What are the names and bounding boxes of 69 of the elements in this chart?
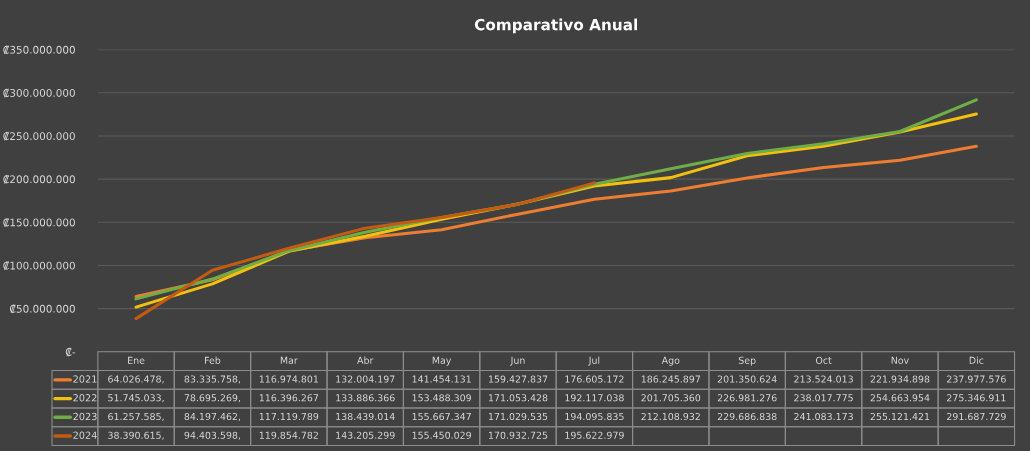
x-tick-label: Jul xyxy=(588,356,600,366)
x-tick-label: Mar xyxy=(280,356,298,364)
legend-label: 2022 xyxy=(73,394,97,402)
data-label: 201.705.360 xyxy=(641,394,701,402)
line-series xyxy=(134,181,596,321)
data-label: 155.667.347 xyxy=(412,412,471,421)
x-tick-label: May xyxy=(432,356,452,366)
legend-label: 2021 xyxy=(73,375,97,383)
data-label: 221.934.898 xyxy=(870,375,930,383)
y-tick-label: ₡200.000.000 xyxy=(3,174,75,184)
data-label: 192.117.038 xyxy=(565,394,624,402)
data-label: 171.029.535 xyxy=(489,412,548,421)
data-label: 241.083.173 xyxy=(794,412,853,421)
data-label: 119.854.782 xyxy=(259,431,318,439)
data-label: 116.974.801 xyxy=(259,375,318,383)
data-label: 51.745.033, xyxy=(108,394,164,403)
data-label: 237.977.576 xyxy=(947,375,1006,383)
x-tick-label: Nov xyxy=(891,356,909,364)
data-label: 226.981.276 xyxy=(717,394,777,402)
data-label: 170.932.725 xyxy=(489,431,548,439)
data-label: 171.053.428 xyxy=(489,394,548,402)
y-tick-label: ₡250.000.000 xyxy=(3,131,75,141)
data-label: 38.390.615, xyxy=(108,431,164,440)
data-label: 94.403.598, xyxy=(184,431,241,440)
data-label: 213.524.013 xyxy=(794,375,853,383)
data-label: 61.257.585, xyxy=(108,412,164,422)
data-label: 133.886.366 xyxy=(336,394,395,402)
data-label: 195.622.979 xyxy=(565,431,624,439)
data-label: 254.663.954 xyxy=(870,394,930,402)
x-tick-label: Ago xyxy=(661,356,680,366)
data-label: 78.695.269, xyxy=(184,394,241,403)
data-label: 116.396.267 xyxy=(259,394,319,402)
data-label: 64.026.478, xyxy=(108,375,164,384)
data-label: 159.427.837 xyxy=(489,375,548,383)
y-tick-label: ₡300.000.000 xyxy=(3,88,75,98)
data-label: 194.095.835 xyxy=(565,412,624,421)
data-label: 153.488.309 xyxy=(412,394,471,402)
data-label: 238.017.775 xyxy=(794,394,853,402)
x-tick-label: Ene xyxy=(128,356,145,364)
y-tick-label: ₡350.000.000 xyxy=(3,45,75,55)
data-label: 176.605.172 xyxy=(565,375,624,383)
x-tick-label: Sep xyxy=(738,356,756,366)
data-label: 212.108.932 xyxy=(641,412,700,421)
x-tick-label: Feb xyxy=(205,356,221,364)
data-label: 155.450.029 xyxy=(412,431,471,439)
data-label: 117.119.789 xyxy=(259,412,319,421)
x-tick-label: Dic xyxy=(969,356,984,364)
data-label: 143.205.299 xyxy=(336,431,395,439)
data-label: 229.686.838 xyxy=(717,412,777,421)
x-tick-label: Abr xyxy=(357,356,374,364)
data-label: 186.245.897 xyxy=(641,375,701,383)
data-label: 275.346.911 xyxy=(947,394,1006,402)
legend-label: 2023 xyxy=(73,412,97,421)
y-tick-label: ₡150.000.000 xyxy=(3,218,75,227)
data-label: 255.121.421 xyxy=(870,412,930,421)
x-tick-label: Oct xyxy=(815,356,832,364)
data-label: 138.439.014 xyxy=(336,412,395,421)
y-tick-label: ₡50.000.000 xyxy=(9,304,75,314)
data-label: 201.350.624 xyxy=(717,375,777,383)
y-tick-label: ₡100.000.000 xyxy=(3,261,75,270)
x-tick-label: Jun xyxy=(510,356,525,366)
data-label: 84.197.462, xyxy=(184,412,241,422)
data-label: 291.687.729 xyxy=(947,412,1006,421)
data-label: 132.004.197 xyxy=(336,375,395,383)
data-label: 83.335.758, xyxy=(184,375,241,384)
legend-label: 2024 xyxy=(73,431,97,439)
y-tick-label: ₡- xyxy=(65,347,76,357)
chart-title: Comparativo Anual xyxy=(474,18,637,34)
data-label: 141.454.131 xyxy=(412,375,471,383)
